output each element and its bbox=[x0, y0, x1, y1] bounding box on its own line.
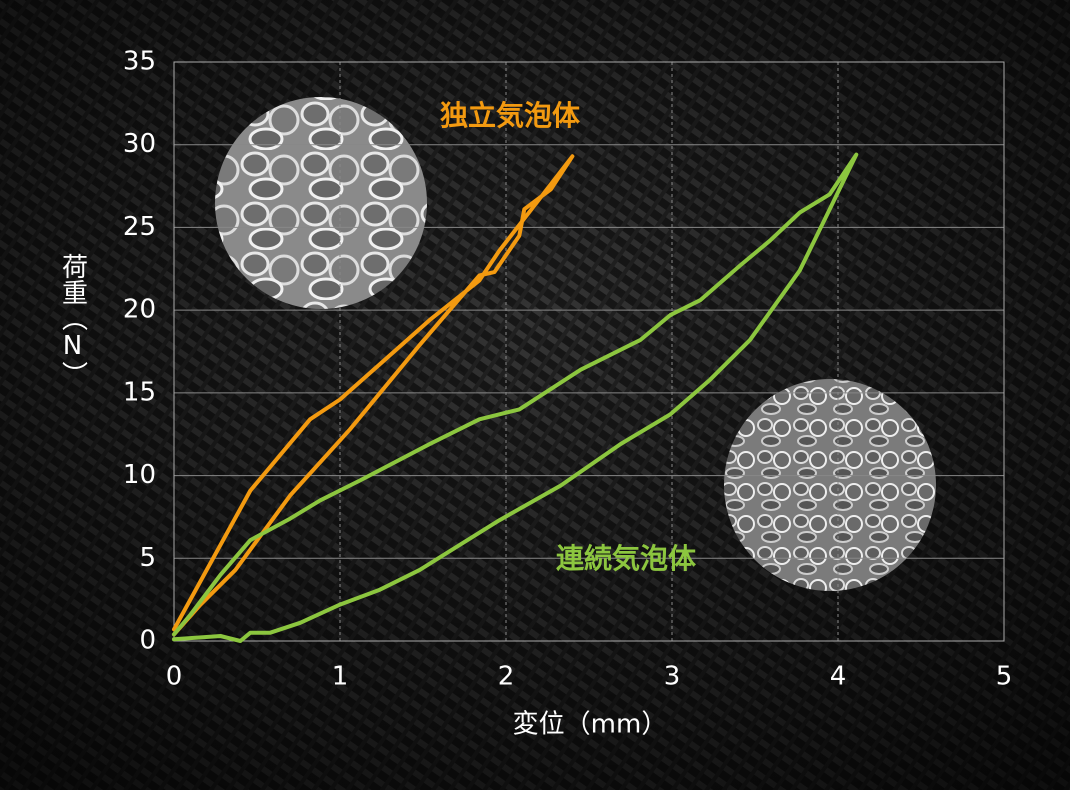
series-label: 連続気泡体 bbox=[556, 542, 697, 575]
y-tick-label: 20 bbox=[123, 295, 156, 325]
y-tick-label: 25 bbox=[123, 212, 156, 242]
y-tick-label: 15 bbox=[123, 377, 156, 407]
plot bbox=[172, 152, 859, 643]
plot-frame bbox=[173, 61, 1005, 642]
x-tick-label: 5 bbox=[996, 662, 1013, 692]
series-line bbox=[172, 152, 859, 643]
x-tick-label: 2 bbox=[498, 662, 515, 692]
y-tick-label: 5 bbox=[139, 543, 156, 573]
open-cell-image bbox=[724, 379, 936, 591]
x-tick-label: 1 bbox=[332, 662, 349, 692]
y-tick-label: 30 bbox=[123, 129, 156, 159]
y-axis-label: 荷重（N） bbox=[58, 253, 88, 387]
series-label: 独立気泡体 bbox=[440, 99, 581, 132]
closed-cell-image bbox=[215, 97, 427, 309]
x-tick-label: 4 bbox=[830, 662, 847, 692]
x-tick-label: 3 bbox=[664, 662, 681, 692]
series-line bbox=[172, 154, 575, 637]
y-tick-label: 35 bbox=[123, 47, 156, 77]
y-tick-label: 0 bbox=[139, 626, 156, 656]
x-tick-label: 0 bbox=[166, 662, 183, 692]
x-axis-label: 変位（mm） bbox=[513, 710, 668, 740]
y-tick-label: 10 bbox=[123, 460, 156, 490]
